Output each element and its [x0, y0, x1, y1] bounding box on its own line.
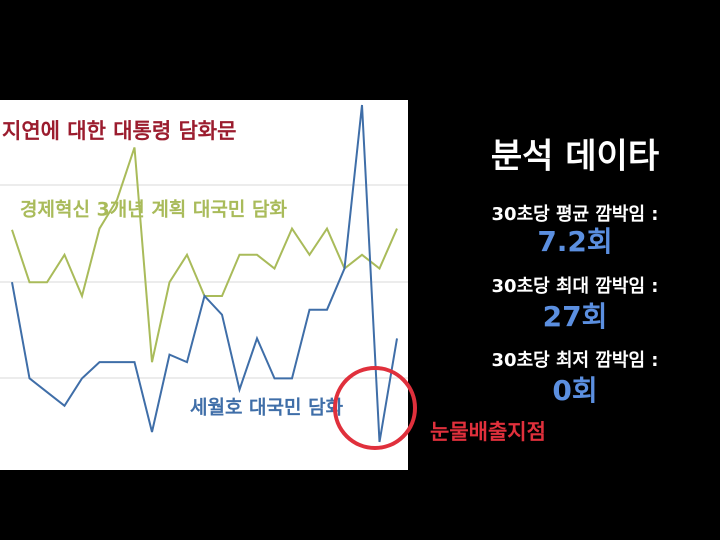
legend-label: 경제혁신 3개년 계획 대국민 담화 — [20, 199, 287, 221]
panel-value: 27회 — [543, 300, 608, 333]
panel-value: 7.2회 — [537, 225, 612, 258]
plot — [11, 104, 398, 443]
panel-value: 0회 — [552, 374, 597, 407]
annotation: 지연에 대한 대통령 담화문 — [2, 119, 236, 143]
panel-title: 분석 데이타 — [491, 137, 659, 177]
panel-label: 30초당 평균 깜박임 : — [492, 204, 659, 225]
panel-label: 30초당 최저 깜박임 : — [492, 350, 659, 371]
annotation: 눈물배출지점 — [430, 420, 546, 444]
panel-label: 30초당 최대 깜박임 : — [492, 276, 659, 297]
series-line — [11, 104, 398, 443]
highlight-circle — [333, 366, 417, 450]
legend-label: 세월호 대국민 담화 — [190, 397, 344, 419]
chart-background — [0, 100, 408, 470]
